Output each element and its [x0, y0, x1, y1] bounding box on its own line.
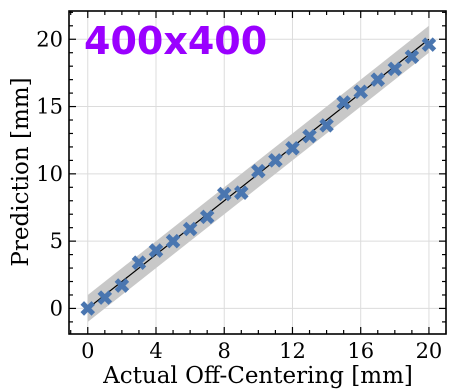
- marker-stroke: [404, 49, 420, 65]
- data-point: [80, 301, 96, 316]
- marker-stroke: [387, 61, 403, 77]
- marker-stroke: [353, 84, 368, 100]
- data-point: [319, 118, 334, 133]
- y-tick-label: 5: [50, 229, 63, 253]
- x-tick-label: 8: [218, 339, 231, 363]
- data-point: [370, 72, 386, 87]
- y-tick-label: 20: [36, 27, 63, 51]
- data-point: [182, 221, 198, 237]
- marker-stroke: [251, 163, 266, 179]
- data-point: [302, 128, 317, 144]
- marker-stroke: [131, 255, 147, 270]
- marker-stroke: [336, 95, 351, 110]
- marker-stroke: [234, 185, 249, 200]
- marker-stroke: [216, 186, 232, 202]
- data-markers: [80, 37, 437, 316]
- data-point: [131, 255, 147, 270]
- marker-stroke: [182, 221, 198, 237]
- marker-stroke: [148, 243, 164, 258]
- marker-stroke: [165, 233, 181, 249]
- x-tick-label: 16: [347, 339, 374, 363]
- axis-ticks: [69, 11, 447, 334]
- plot-frame: [68, 10, 447, 335]
- x-tick-label: 4: [149, 339, 162, 363]
- marker-stroke: [285, 141, 300, 156]
- x-tick-label: 0: [81, 339, 94, 363]
- marker-stroke: [114, 278, 130, 293]
- marker-stroke: [80, 301, 96, 316]
- data-point: [97, 290, 113, 305]
- marker-stroke: [199, 209, 215, 225]
- data-point: [199, 209, 215, 225]
- marker-stroke: [319, 118, 334, 133]
- data-point: [353, 84, 368, 100]
- y-tick-label: 0: [50, 296, 63, 320]
- marker-stroke: [97, 290, 113, 305]
- data-point: [285, 141, 300, 156]
- data-point: [336, 95, 351, 110]
- chart-overlay-title: 400x400: [84, 19, 267, 63]
- x-axis-label: Actual Off-Centering [mm]: [102, 363, 413, 389]
- data-point: [251, 163, 266, 179]
- data-point: [216, 186, 232, 202]
- x-tick-label: 12: [279, 339, 306, 363]
- y-tick-label: 15: [36, 95, 63, 119]
- tick-labels: 0 4 8 12 16 20 0 5 10 15 20: [36, 27, 442, 363]
- y-axis-label: Prediction [mm]: [8, 77, 34, 266]
- data-point: [421, 37, 437, 52]
- marker-stroke: [302, 128, 317, 144]
- data-point: [404, 49, 420, 65]
- x-tick-label: 20: [416, 339, 443, 363]
- marker-stroke: [421, 37, 437, 52]
- data-point: [165, 233, 181, 249]
- data-point: [234, 185, 249, 200]
- data-point: [268, 153, 283, 168]
- y-tick-label: 10: [36, 162, 63, 186]
- data-point: [148, 243, 164, 258]
- data-point: [387, 61, 403, 77]
- data-point: [114, 278, 130, 293]
- marker-stroke: [370, 72, 386, 87]
- marker-stroke: [268, 153, 283, 168]
